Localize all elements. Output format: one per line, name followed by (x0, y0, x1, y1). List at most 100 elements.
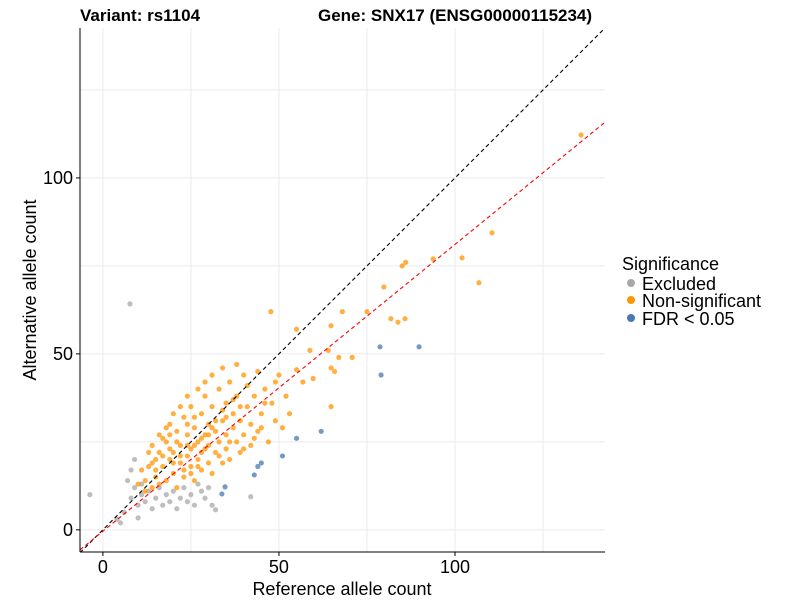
point-non-significant (364, 309, 370, 315)
y-tick-label: 0 (63, 520, 73, 540)
point-excluded (174, 506, 180, 512)
point-non-significant (160, 435, 166, 441)
point-non-significant (195, 439, 201, 445)
point-non-significant (276, 372, 282, 378)
point-non-significant (388, 316, 394, 322)
point-non-significant (220, 460, 226, 466)
point-non-significant (381, 284, 387, 290)
point-non-significant (184, 393, 190, 399)
point-non-significant (223, 446, 229, 452)
point-excluded (195, 481, 201, 487)
point-non-significant (328, 323, 334, 329)
point-fdr-0-05 (318, 428, 324, 434)
point-excluded (184, 499, 190, 505)
point-excluded (128, 467, 134, 473)
point-non-significant (191, 442, 198, 448)
point-non-significant (241, 432, 247, 438)
point-excluded (188, 492, 194, 498)
point-non-significant (142, 488, 148, 494)
point-non-significant (212, 418, 219, 424)
point-excluded (160, 502, 166, 508)
point-non-significant (336, 354, 342, 360)
point-excluded (177, 495, 183, 501)
point-non-significant (310, 375, 316, 382)
point-non-significant (174, 439, 180, 445)
point-non-significant (223, 400, 229, 406)
point-excluded (128, 495, 134, 501)
point-non-significant (149, 484, 155, 491)
point-non-significant (248, 442, 254, 448)
x-tick-label: 100 (440, 557, 470, 577)
point-non-significant (195, 386, 201, 392)
reference-lines (80, 28, 605, 552)
point-non-significant (223, 414, 229, 420)
point-non-significant (230, 411, 236, 417)
point-non-significant (489, 230, 495, 236)
y-tick-label: 100 (43, 168, 73, 188)
legend-label-nonsignificant: Non-significant (642, 291, 761, 311)
legend-label-fdr: FDR < 0.05 (642, 309, 735, 329)
point-excluded (127, 301, 133, 307)
point-non-significant (227, 439, 233, 445)
point-non-significant (220, 365, 226, 371)
point-non-significant (403, 259, 409, 265)
point-non-significant (237, 418, 243, 424)
legend-label-excluded: Excluded (642, 274, 716, 294)
point-excluded (209, 502, 215, 508)
point-excluded (202, 495, 208, 501)
point-non-significant (198, 411, 205, 417)
point-non-significant (209, 470, 215, 477)
point-non-significant (248, 421, 254, 427)
point-excluded (205, 484, 212, 491)
point-non-significant (202, 393, 208, 399)
point-excluded (170, 488, 176, 494)
point-non-significant (293, 367, 300, 373)
point-non-significant (177, 404, 183, 410)
point-fdr-0-05 (378, 372, 384, 378)
point-non-significant (223, 432, 229, 438)
point-non-significant (307, 347, 313, 353)
title-variant: Variant: rs1104 (80, 6, 201, 25)
point-non-significant (160, 453, 166, 459)
point-non-significant (181, 474, 187, 480)
point-excluded (114, 516, 120, 522)
point-fdr-0-05 (293, 435, 300, 441)
point-non-significant (170, 449, 176, 456)
point-non-significant (300, 379, 306, 385)
point-non-significant (188, 446, 194, 452)
point-non-significant (146, 463, 152, 470)
point-non-significant (209, 372, 215, 378)
point-non-significant (174, 484, 180, 491)
point-non-significant (177, 453, 183, 459)
point-excluded (87, 492, 93, 498)
point-excluded (212, 507, 219, 513)
y-tick-label: 50 (53, 344, 73, 364)
point-fdr-0-05 (222, 484, 228, 490)
point-non-significant (234, 361, 240, 368)
point-non-significant (181, 467, 187, 473)
point-excluded (198, 488, 205, 494)
point-non-significant (255, 368, 261, 375)
point-excluded (153, 495, 159, 501)
point-non-significant (188, 470, 194, 477)
point-non-significant (191, 414, 198, 420)
point-non-significant (212, 428, 219, 434)
identity-line (80, 28, 605, 552)
point-non-significant (142, 477, 148, 484)
point-non-significant (156, 432, 162, 438)
point-non-significant (251, 393, 257, 399)
point-non-significant (191, 425, 198, 431)
point-non-significant (269, 400, 275, 406)
point-non-significant (184, 453, 190, 459)
point-excluded (135, 515, 141, 521)
point-non-significant (184, 421, 190, 427)
point-non-significant (198, 449, 205, 456)
point-non-significant (262, 386, 268, 392)
point-non-significant (153, 456, 159, 463)
point-excluded (181, 484, 187, 491)
point-non-significant (286, 411, 293, 417)
point-non-significant (167, 432, 173, 438)
point-non-significant (177, 442, 183, 448)
point-non-significant (331, 368, 338, 375)
